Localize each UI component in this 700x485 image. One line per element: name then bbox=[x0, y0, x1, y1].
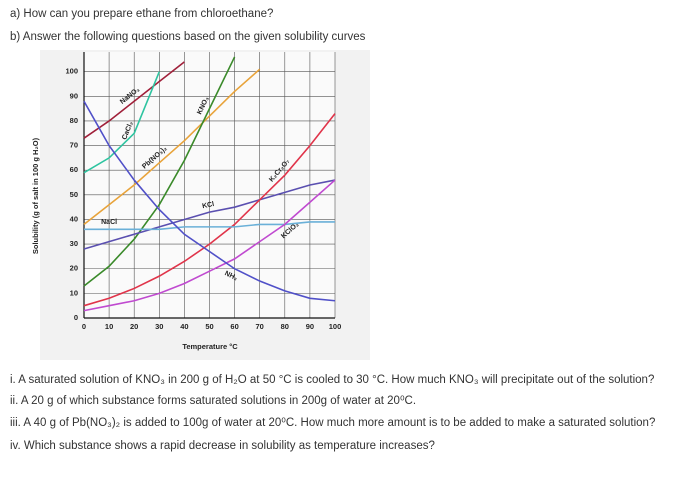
x-tick-label: 80 bbox=[281, 322, 289, 331]
y-tick-label: 20 bbox=[70, 264, 78, 273]
question-item: ii. A 20 g of which substance forms satu… bbox=[10, 395, 416, 407]
series-label: NaCl bbox=[101, 219, 117, 226]
y-tick-label: 90 bbox=[70, 91, 78, 100]
x-tick-label: 40 bbox=[180, 322, 188, 331]
x-tick-label: 20 bbox=[130, 322, 138, 331]
y-tick-label: 0 bbox=[74, 313, 78, 322]
series-line bbox=[83, 179, 336, 250]
y-tick-label: 80 bbox=[70, 116, 78, 125]
y-tick-label: 30 bbox=[70, 239, 78, 248]
series-line bbox=[83, 68, 261, 226]
y-axis-label: Solubility (g of salt in 100 g H₂O) bbox=[31, 137, 40, 254]
x-tick-label: 90 bbox=[306, 322, 314, 331]
series-line bbox=[84, 221, 335, 231]
x-tick-label: 60 bbox=[230, 322, 238, 331]
series-label: KCl bbox=[202, 201, 215, 210]
y-tick-label: 10 bbox=[70, 288, 78, 297]
y-tick-label: 50 bbox=[70, 190, 78, 199]
y-tick-label: 60 bbox=[70, 165, 78, 174]
series-line bbox=[83, 56, 236, 287]
series-line bbox=[83, 113, 336, 307]
series-line bbox=[83, 61, 185, 139]
series-line bbox=[83, 179, 336, 312]
x-tick-label: 70 bbox=[256, 322, 264, 331]
question-item: iii. A 40 g of Pb(NO₃)₂ is added to 100g… bbox=[10, 417, 655, 429]
x-tick-label: 100 bbox=[329, 322, 342, 331]
series-line bbox=[83, 71, 161, 174]
x-axis-label: Temperature °C bbox=[182, 342, 238, 351]
x-tick-label: 30 bbox=[155, 322, 163, 331]
series-line bbox=[83, 100, 336, 302]
x-tick-label: 50 bbox=[205, 322, 213, 331]
question-a: a) How can you prepare ethane from chlor… bbox=[10, 8, 273, 20]
x-tick-label: 10 bbox=[105, 322, 113, 331]
question-b: b) Answer the following questions based … bbox=[10, 31, 366, 43]
y-tick-label: 40 bbox=[70, 214, 78, 223]
question-item: iv. Which substance shows a rapid decrea… bbox=[10, 440, 435, 452]
y-tick-label: 100 bbox=[65, 67, 78, 76]
question-item: i. A saturated solution of KNO₃ in 200 g… bbox=[10, 374, 654, 386]
x-tick-label: 0 bbox=[82, 322, 86, 331]
y-tick-label: 70 bbox=[70, 141, 78, 150]
